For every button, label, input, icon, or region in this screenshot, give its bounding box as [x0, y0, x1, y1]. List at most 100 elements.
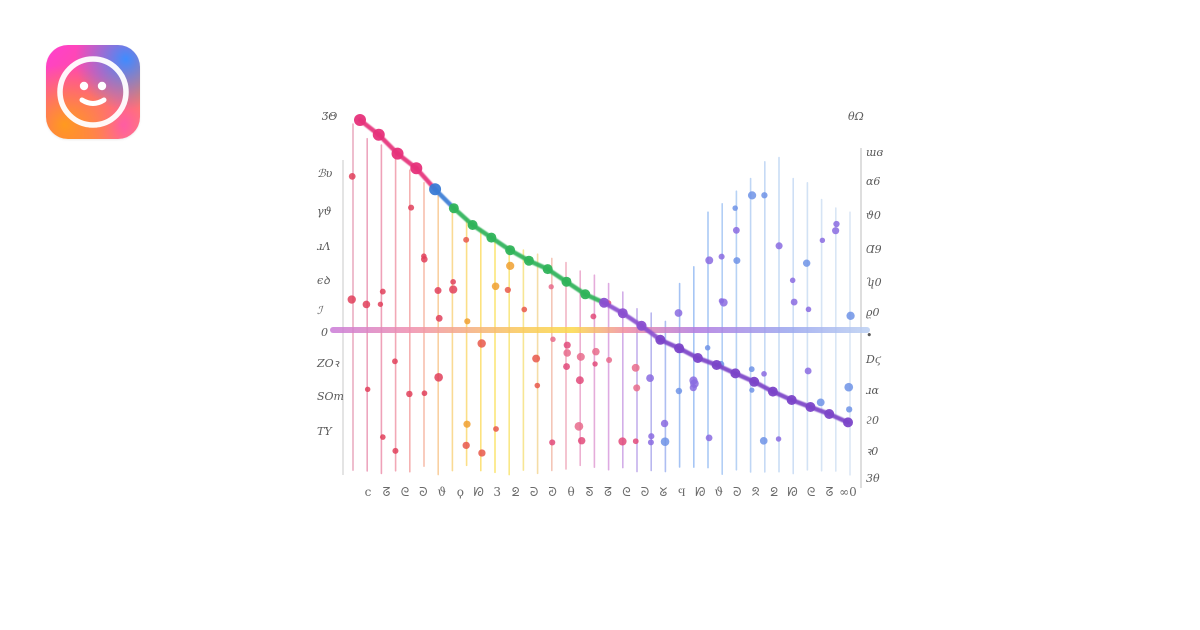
- x-axis-tick-label: Ϥ: [678, 485, 686, 499]
- data-dot: [592, 347, 600, 356]
- data-dot: [348, 172, 356, 180]
- left-axis-top-label: ƷΘ: [321, 110, 337, 123]
- data-dot: [421, 253, 427, 259]
- data-dot: [618, 437, 627, 446]
- data-dot: [521, 306, 528, 313]
- data-dot: [633, 384, 641, 392]
- x-axis-tick-label: 3: [493, 485, 501, 499]
- data-dot: [379, 434, 386, 440]
- data-dot: [733, 257, 741, 265]
- data-dot: [377, 301, 384, 307]
- trend-point: [523, 255, 534, 266]
- data-dot: [462, 441, 470, 450]
- data-dot: [590, 313, 597, 320]
- data-dot: [761, 371, 767, 377]
- data-dot: [790, 298, 798, 306]
- data-dot: [789, 277, 796, 284]
- data-dot: [632, 438, 639, 445]
- data-dot: [574, 422, 584, 431]
- data-dot: [819, 237, 826, 244]
- data-dot: [759, 436, 768, 445]
- trend-point: [391, 147, 404, 160]
- data-dot: [775, 242, 783, 250]
- x-axis-tick-label: c: [365, 485, 372, 499]
- data-dot: [534, 382, 541, 389]
- x-axis-tick-label: ᘙ: [695, 485, 705, 499]
- data-dot: [504, 286, 511, 294]
- right-axis-tick-label: ɑ6: [866, 175, 880, 188]
- data-dot: [477, 339, 486, 348]
- trend-point: [429, 183, 442, 196]
- left-axis-tick-label: ℬυ: [317, 167, 333, 180]
- data-dot: [493, 426, 499, 432]
- data-dot: [660, 419, 669, 428]
- scatter-dots: [347, 172, 855, 457]
- left-axis-tick-label: ϵꝺ: [317, 274, 330, 287]
- data-dot: [421, 390, 428, 397]
- data-dot: [732, 226, 740, 234]
- stems: [352, 123, 851, 476]
- x-axis-tick-label: ᘓ: [622, 485, 630, 499]
- data-dot: [392, 447, 399, 454]
- data-dot: [606, 357, 613, 364]
- right-axis-tick-label: ɹɑ: [865, 384, 880, 397]
- data-dot: [802, 259, 811, 267]
- data-dot: [747, 191, 757, 200]
- right-axis-tick-label: 3θ: [866, 472, 880, 485]
- data-dot: [846, 311, 855, 320]
- data-dot: [347, 295, 356, 304]
- data-dot: [718, 253, 725, 260]
- data-dot: [434, 372, 443, 382]
- data-dot: [732, 205, 738, 211]
- trend-point: [824, 409, 835, 419]
- data-dot: [450, 279, 456, 285]
- data-dot: [674, 309, 683, 317]
- data-dot: [577, 436, 586, 445]
- x-axis-tick-label: θ: [567, 485, 574, 499]
- data-dot: [563, 363, 570, 371]
- right-axis-tick-label: ϑ0: [866, 209, 881, 222]
- left-axis-tick-label: γϑ: [317, 205, 332, 218]
- x-axis-tick-label: ϙ: [457, 485, 464, 499]
- left-axis-tick-label: SOm: [317, 390, 344, 403]
- trend-point: [767, 386, 778, 397]
- data-dot: [592, 361, 598, 367]
- chart: ƷΘ ℬυ γϑ ɹɅ ϵꝺ ℐ 0 ZOꝛ SOm TY θΩ ɯɞ ɑ6 ϑ0 Ɑ9 ʮ0 ϱ0 • Dϛ ɹɑ…: [300, 100, 900, 510]
- data-dot: [705, 256, 714, 265]
- data-dot: [406, 390, 413, 398]
- trend-point: [617, 308, 628, 319]
- right-axis-labels: θΩ ɯɞ ɑ6 ϑ0 Ɑ9 ʮ0 ϱ0 • Dϛ ɹɑ ϩ0 ꝛ0 3θ: [848, 110, 883, 485]
- right-axis-tick-label: •: [866, 329, 873, 342]
- data-dot: [463, 420, 471, 428]
- trend-point: [505, 245, 516, 256]
- x-axis-tick-label: ᘒ: [530, 485, 538, 499]
- data-dot: [648, 433, 655, 440]
- data-dot: [631, 363, 640, 372]
- data-dot: [660, 437, 670, 446]
- x-axis-tick-label: ᘔ: [826, 485, 834, 499]
- x-axis-tick-label: ᘑ: [548, 485, 556, 499]
- trend-point: [410, 162, 423, 175]
- data-dot: [408, 204, 415, 211]
- right-axis-tick-label: ʮ0: [866, 276, 882, 289]
- x-axis-tick-label: ᘙ: [788, 485, 798, 499]
- data-dot: [548, 284, 554, 290]
- x-axis-tick-label: ᘔ: [383, 485, 391, 499]
- smiley-face-icon: [57, 56, 129, 128]
- data-dot: [532, 354, 541, 363]
- x-axis-tick-label: ᘓ: [807, 485, 815, 499]
- trend-point: [372, 128, 385, 141]
- x-axis-tick-label: ∞0: [839, 485, 857, 499]
- app-icon[interactable]: [46, 45, 140, 139]
- trend-point: [692, 353, 703, 363]
- data-dot: [435, 314, 443, 322]
- left-axis-tick-label: ℐ: [317, 304, 324, 317]
- data-dot: [805, 306, 812, 313]
- trend-line: [354, 114, 853, 428]
- trend-point: [636, 320, 647, 331]
- data-dot: [550, 336, 556, 343]
- data-dot: [647, 439, 654, 446]
- data-dot: [463, 236, 470, 243]
- right-axis-tick-label: ϱ0: [866, 306, 879, 319]
- x-axis-tick-label: ᘖ: [512, 485, 520, 499]
